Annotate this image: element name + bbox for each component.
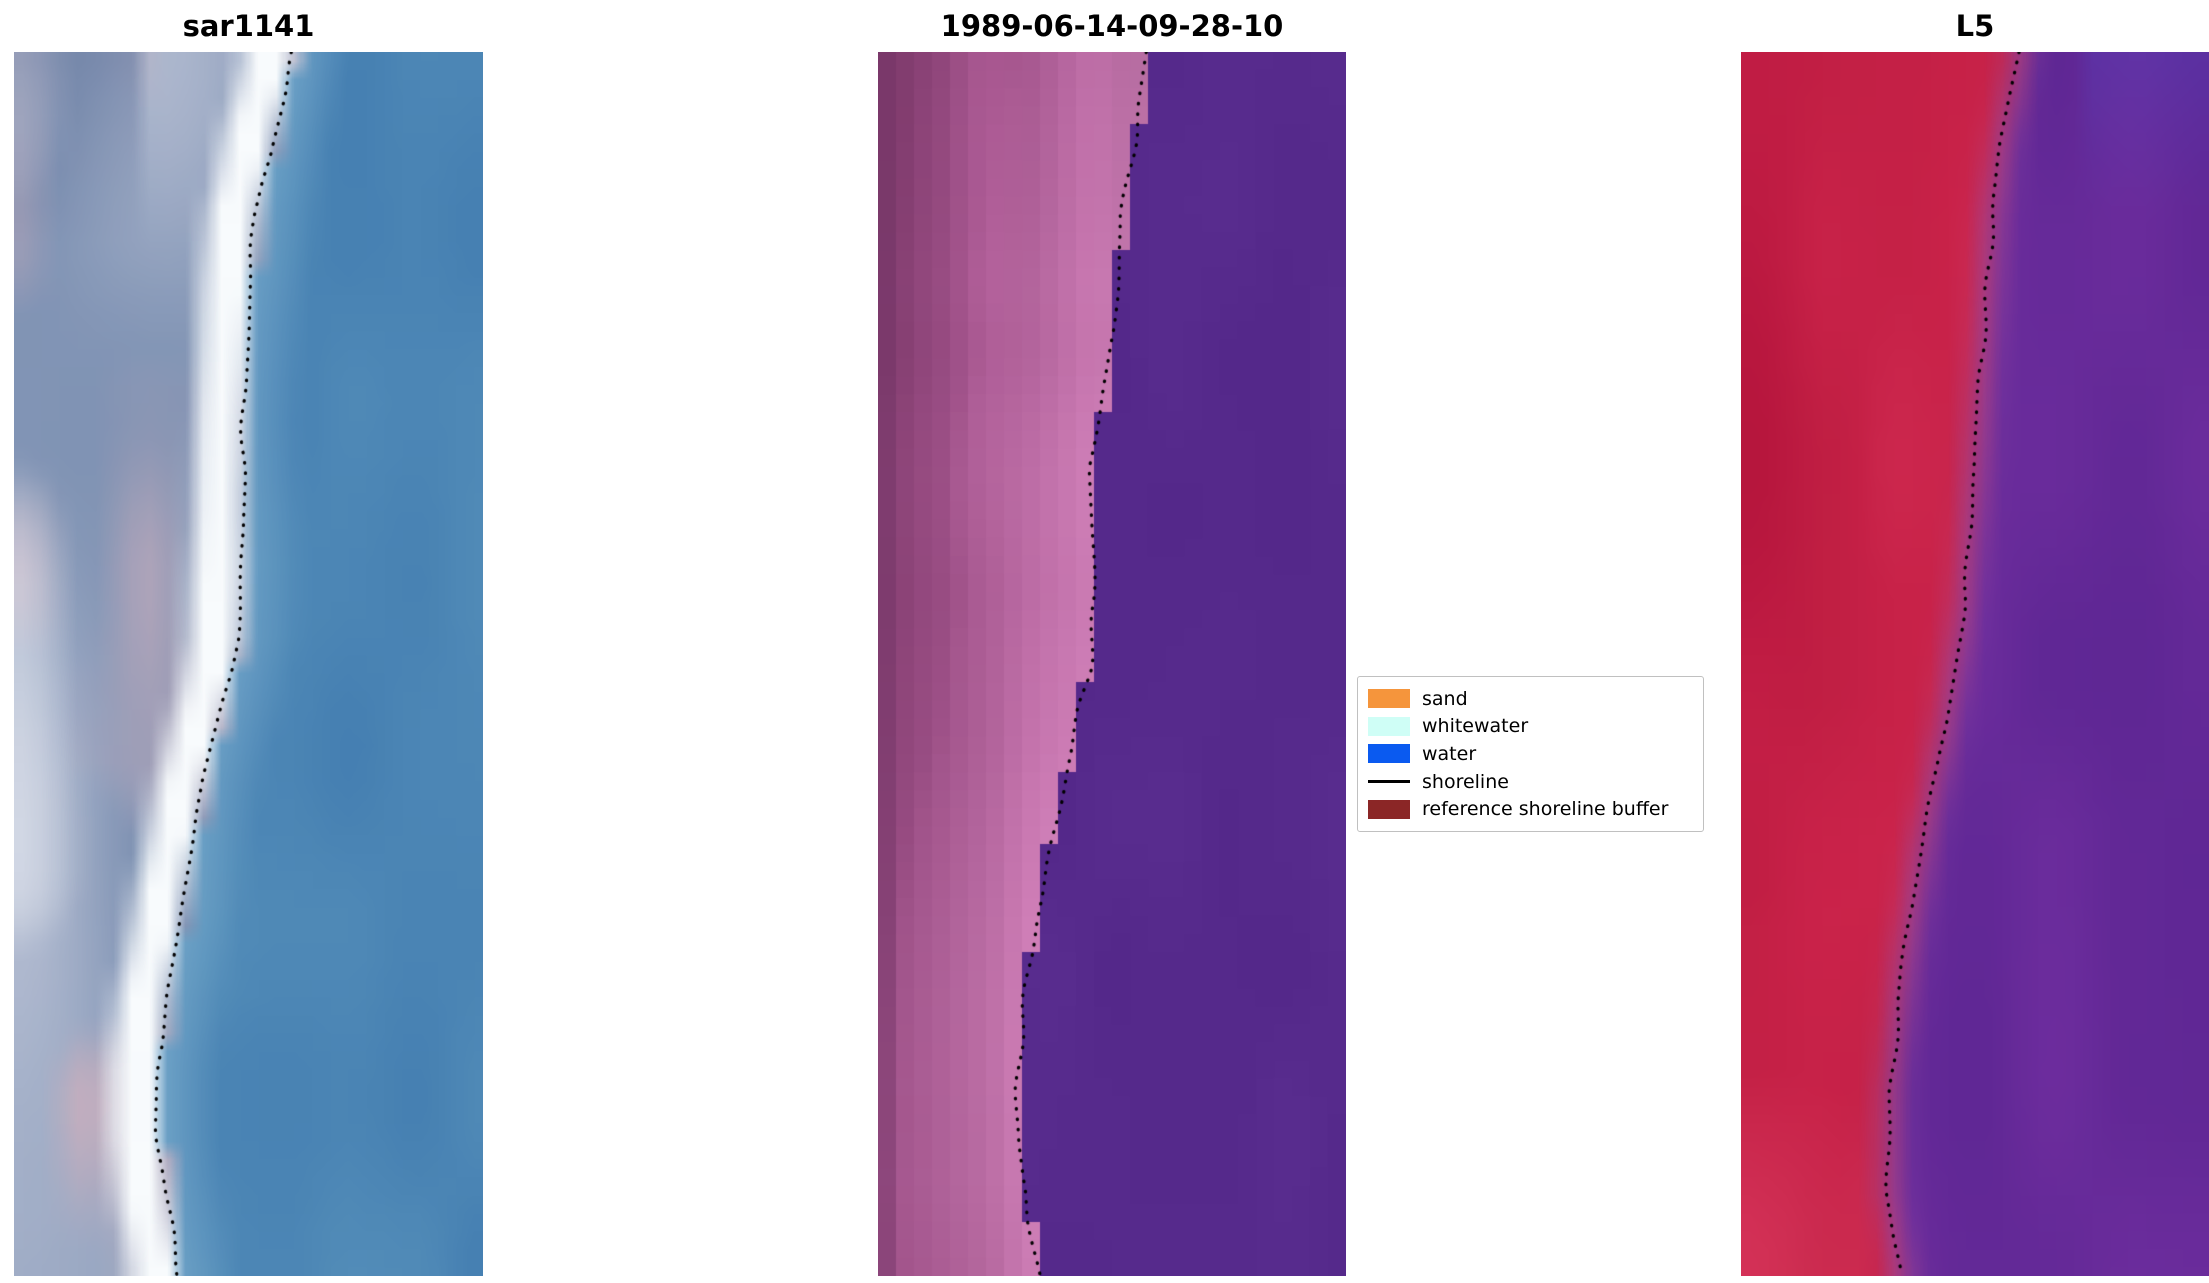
panel-landsat5-image <box>1741 52 2209 1276</box>
legend-line-swatch <box>1368 780 1410 784</box>
sar-image-canvas <box>14 52 483 1276</box>
legend-label: sand <box>1422 687 1468 710</box>
panel-title-sar: sar1141 <box>182 9 315 43</box>
classified-image-canvas <box>878 52 1346 1276</box>
legend-label: shoreline <box>1422 770 1509 793</box>
legend-label: whitewater <box>1422 715 1529 738</box>
legend-item-shoreline: shoreline <box>1368 768 1693 796</box>
legend-color-swatch <box>1368 744 1410 764</box>
legend-label: reference shoreline buffer <box>1422 798 1669 821</box>
legend-color-swatch <box>1368 716 1410 736</box>
legend-label: water <box>1422 742 1477 765</box>
landsat5-image-canvas <box>1741 52 2209 1276</box>
panel-title-date: 1989-06-14-09-28-10 <box>940 9 1284 43</box>
panel-sar-image <box>14 52 483 1276</box>
legend: sand whitewater water shoreline reference sh… <box>1357 676 1704 832</box>
legend-item-reference-shoreline-buffer: reference shoreline buffer <box>1368 795 1693 823</box>
panel-classified-image <box>878 52 1346 1276</box>
panel-title-landsat5: L5 <box>1955 9 1995 43</box>
legend-color-swatch <box>1368 689 1410 709</box>
legend-item-water: water <box>1368 740 1693 768</box>
legend-item-whitewater: whitewater <box>1368 713 1693 741</box>
legend-color-swatch <box>1368 799 1410 819</box>
legend-item-sand: sand <box>1368 685 1693 713</box>
